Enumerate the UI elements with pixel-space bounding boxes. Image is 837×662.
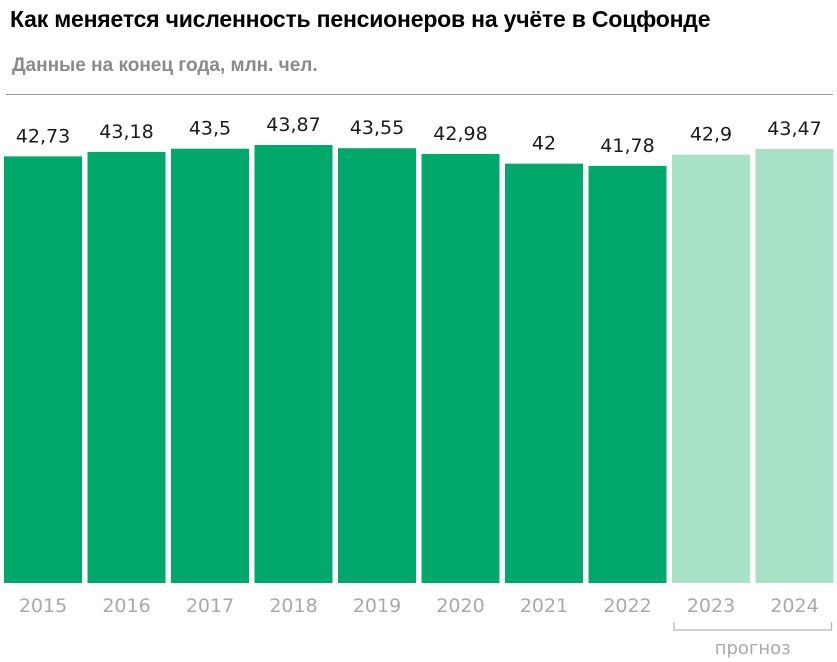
- value-label-2024: 43,47: [767, 118, 821, 140]
- bars-group: [4, 145, 834, 584]
- bar-2015: [4, 156, 82, 583]
- value-label-2018: 43,87: [266, 114, 320, 136]
- year-labels-group: 2015 2016 2017 2018 2019 2020 2021 2022 2023 2024: [19, 595, 819, 617]
- bar-2023: [672, 154, 750, 584]
- bar-2017: [171, 148, 249, 583]
- value-label-2016: 43,18: [99, 121, 153, 143]
- year-label-2023: 2023: [687, 595, 735, 617]
- value-labels-group: 42,73 43,18 43,5 43,87 43,55 42,98 42 41,78 42,9…: [16, 114, 822, 157]
- year-label-2024: 2024: [770, 595, 818, 617]
- year-label-2022: 2022: [603, 595, 651, 617]
- forecast-label: прогноз: [715, 638, 791, 659]
- bar-2016: [87, 151, 166, 584]
- year-label-2016: 2016: [102, 595, 150, 617]
- bar-2019: [338, 148, 416, 584]
- bar-2022: [588, 165, 667, 584]
- year-label-2020: 2020: [436, 595, 484, 617]
- bar-2024: [755, 148, 834, 583]
- bar-2020: [421, 153, 500, 583]
- bar-2018: [254, 145, 333, 583]
- year-label-2021: 2021: [520, 595, 568, 617]
- value-label-2019: 43,55: [350, 117, 404, 139]
- value-label-2023: 42,9: [690, 124, 732, 146]
- value-label-2020: 42,98: [433, 123, 487, 145]
- forecast-bracket: [673, 622, 833, 631]
- year-label-2018: 2018: [269, 595, 317, 617]
- year-label-2019: 2019: [353, 595, 401, 617]
- value-label-2021: 42: [532, 133, 556, 155]
- chart-title: Как меняется численность пенсионеров на …: [10, 6, 711, 32]
- title-divider: [6, 94, 833, 95]
- year-label-2017: 2017: [186, 595, 234, 617]
- bar-2021: [505, 163, 583, 583]
- forecast-annotation: прогноз: [673, 622, 833, 659]
- chart-subtitle: Данные на конец года, млн. чел.: [12, 55, 318, 76]
- value-label-2017: 43,5: [189, 118, 231, 140]
- value-label-2022: 41,78: [600, 135, 654, 157]
- year-label-2015: 2015: [19, 595, 67, 617]
- value-label-2015: 42,73: [16, 125, 70, 147]
